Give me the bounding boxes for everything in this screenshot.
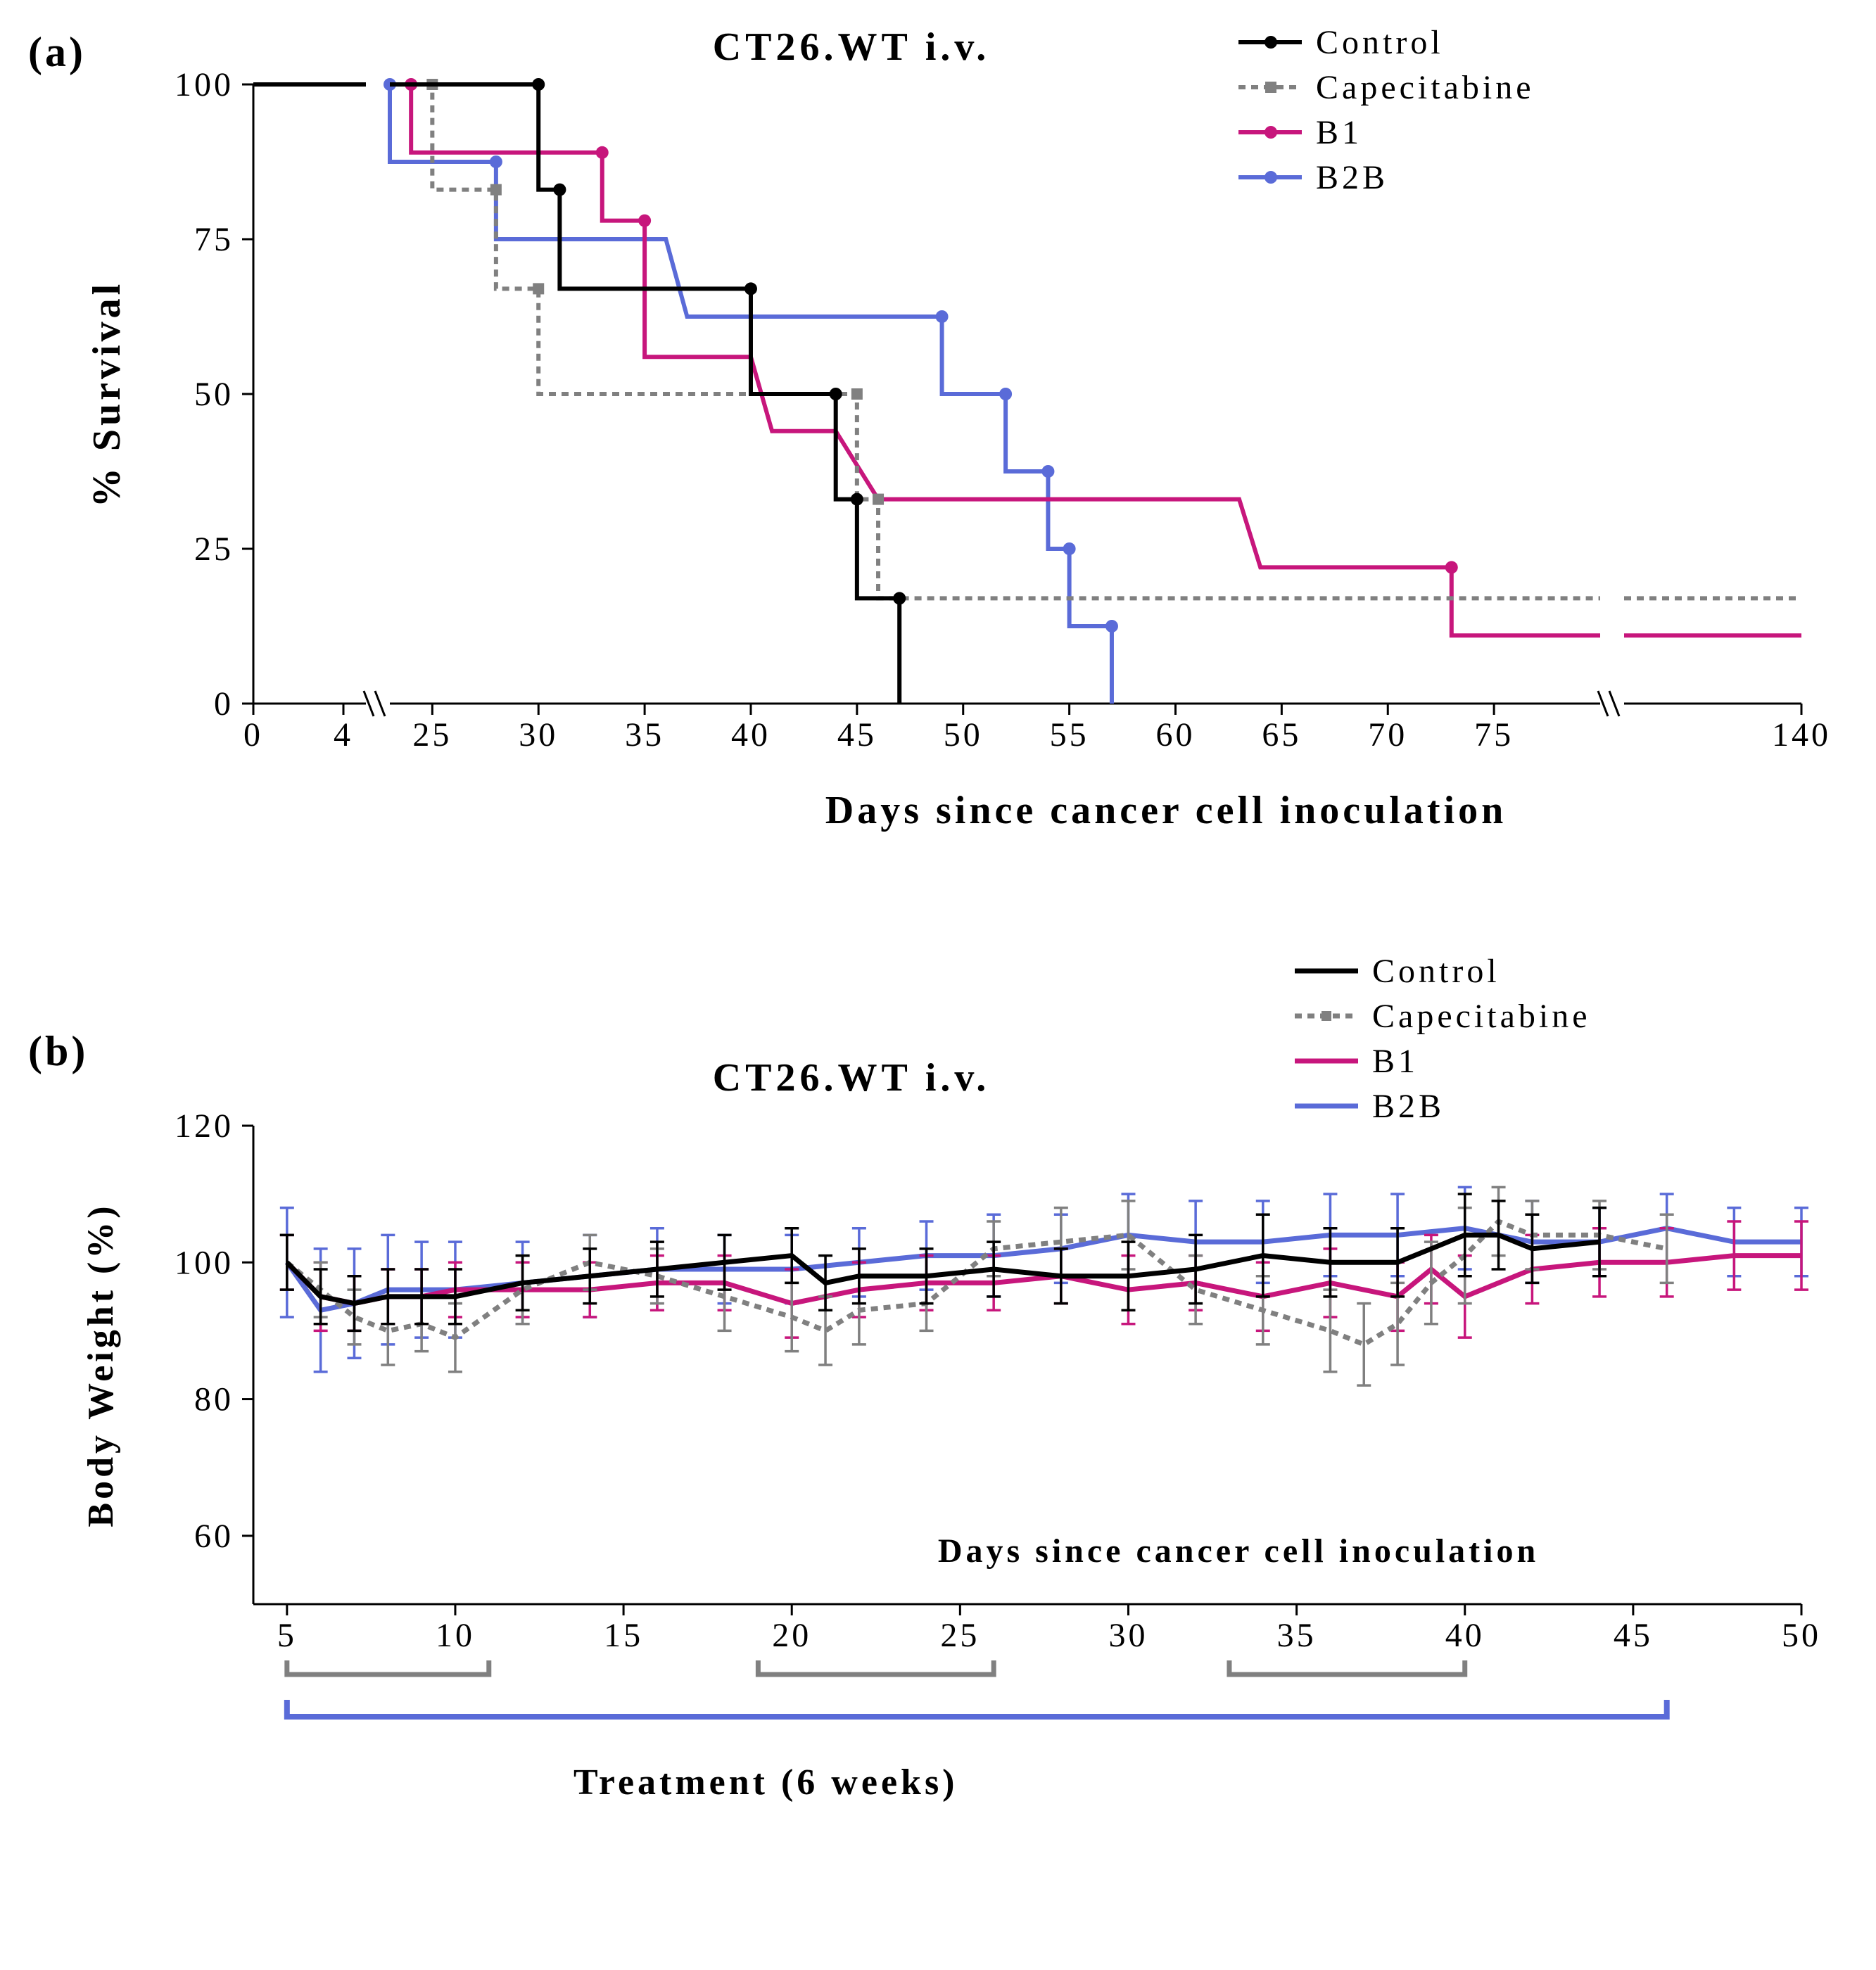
marker: [596, 146, 609, 159]
panel-a-label: (a): [28, 28, 86, 77]
marker: [490, 184, 502, 196]
y-tick: 0: [214, 685, 234, 723]
marker: [1105, 620, 1118, 633]
y-tick: 100: [175, 66, 234, 103]
y-tick: 25: [194, 530, 234, 568]
treatment-bar: [287, 1700, 1667, 1717]
marker: [533, 283, 544, 294]
legend-label: B1: [1316, 114, 1362, 151]
x-tick: 55: [1050, 716, 1089, 754]
x-tick: 0: [243, 716, 263, 754]
x-tick: 20: [772, 1617, 811, 1654]
y-tick: 100: [175, 1244, 234, 1281]
y-axis-label: Body Weight (%): [81, 1202, 121, 1527]
legend-label: Control: [1372, 953, 1500, 990]
y-axis-label: % Survival: [85, 281, 129, 507]
y-tick: 60: [194, 1518, 234, 1555]
x-tick: 35: [625, 716, 664, 754]
marker: [999, 388, 1012, 400]
x-tick: 140: [1772, 716, 1831, 754]
marker: [1041, 465, 1054, 478]
x-tick: 50: [1782, 1617, 1821, 1654]
bodyweight-line: [287, 1228, 1801, 1311]
legend-label: Capecitabine: [1372, 998, 1591, 1035]
marker: [553, 184, 566, 196]
x-tick: 10: [436, 1617, 475, 1654]
x-tick: 65: [1262, 716, 1301, 754]
y-tick: 50: [194, 376, 234, 413]
marker: [1445, 561, 1458, 573]
survival-chart: CT26.WT i.v. 0 25 50 75 100 % Survival 0 4 25 30 35…: [28, 28, 1848, 858]
x-tick: 25: [940, 1617, 980, 1654]
y-tick: 80: [194, 1381, 234, 1418]
x-tick: 60: [1155, 716, 1195, 754]
legend-label: Control: [1316, 28, 1444, 61]
x-tick: 5: [277, 1617, 297, 1654]
marker: [638, 215, 651, 227]
x-tick: 75: [1474, 716, 1514, 754]
marker: [893, 592, 906, 604]
marker: [936, 310, 949, 323]
x-tick: 70: [1368, 716, 1407, 754]
legend: Control Capecitabine B1 B2B: [1238, 28, 1535, 196]
legend-label: B2B: [1372, 1088, 1445, 1125]
cape-treatment-bar: [1229, 1660, 1465, 1675]
figure: (a) CT26.WT i.v. 0 25 50 75 100 % Survival 0 4 25…: [28, 28, 1848, 1857]
x-tick: 50: [944, 716, 983, 754]
chart-title: CT26.WT i.v.: [713, 1056, 991, 1100]
x-tick: 45: [1614, 1617, 1653, 1654]
cape-treatment-bar: [287, 1660, 489, 1675]
marker: [851, 388, 863, 400]
marker: [744, 282, 757, 295]
cape-treatment-bar: [758, 1660, 994, 1675]
x-tick: 15: [604, 1617, 643, 1654]
legend-label: B1: [1372, 1043, 1419, 1080]
x-axis-label: Days since cancer cell inoculation: [938, 1532, 1539, 1570]
marker: [1063, 542, 1076, 555]
x-tick: 40: [731, 716, 771, 754]
marker: [873, 494, 884, 505]
x-tick: 30: [519, 716, 558, 754]
treatment-label: Treatment (6 weeks): [573, 1762, 958, 1803]
bodyweight-line: [287, 1256, 1801, 1304]
y-tick: 120: [175, 1107, 234, 1145]
panel-a: (a) CT26.WT i.v. 0 25 50 75 100 % Survival 0 4 25…: [28, 28, 1848, 858]
legend-label: Capecitabine: [1316, 69, 1535, 106]
x-tick: 35: [1277, 1617, 1317, 1654]
legend: Control Capecitabine B1 B2B: [1295, 953, 1591, 1125]
marker: [851, 493, 863, 506]
x-tick: 30: [1108, 1617, 1148, 1654]
x-tick: 45: [837, 716, 877, 754]
panel-b: (b) CT26.WT i.v. Control Capecitabine B1 B2B…: [28, 943, 1848, 1857]
y-tick: 75: [194, 221, 234, 258]
chart-title: CT26.WT i.v.: [713, 28, 991, 69]
legend-label: B2B: [1316, 159, 1388, 196]
panel-b-label: (b): [28, 1027, 88, 1076]
survival-line: [253, 84, 1801, 635]
marker: [490, 155, 502, 168]
x-tick: 40: [1445, 1617, 1485, 1654]
x-tick: 4: [334, 716, 353, 754]
x-tick: 25: [412, 716, 452, 754]
marker: [830, 388, 842, 400]
bodyweight-chart: CT26.WT i.v. Control Capecitabine B1 B2B 60 80…: [28, 943, 1848, 1857]
x-axis-label: Days since cancer cell inoculation: [825, 789, 1507, 832]
marker: [532, 78, 545, 91]
